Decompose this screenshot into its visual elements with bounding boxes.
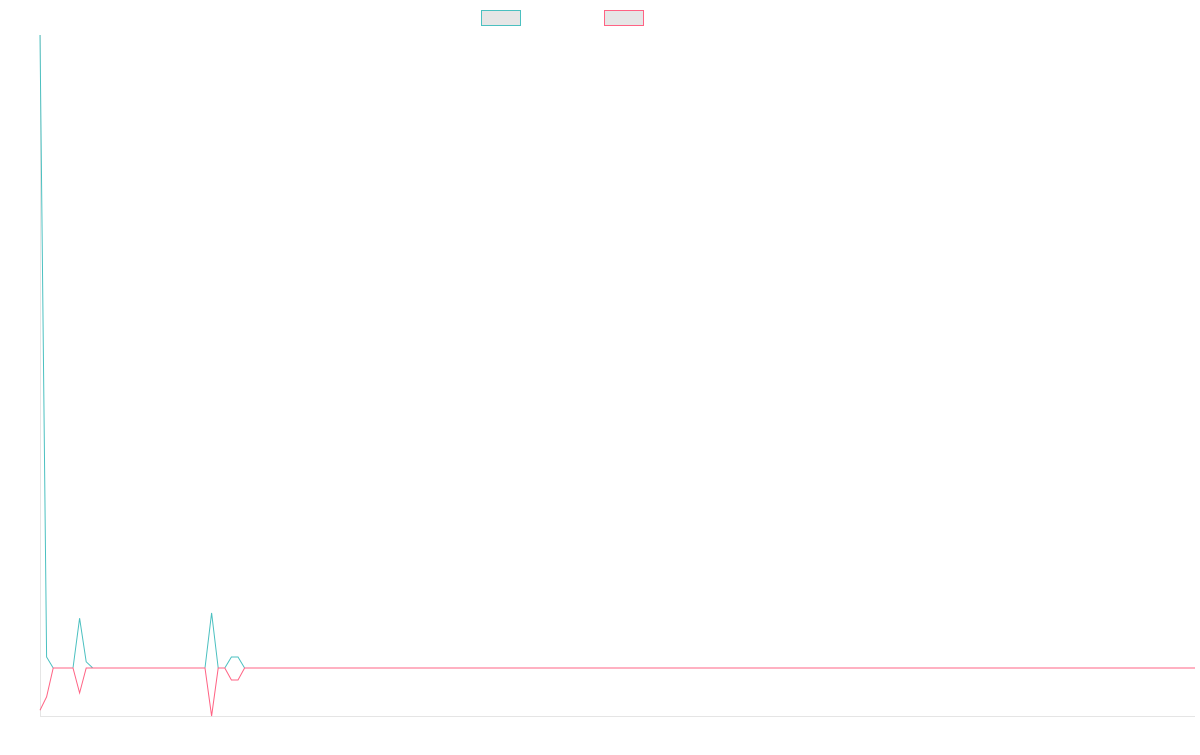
series-line	[39, 34, 1195, 669]
legend-swatch[interactable]	[481, 10, 521, 26]
series-line	[39, 667, 1195, 717]
legend-swatch[interactable]	[604, 10, 644, 26]
